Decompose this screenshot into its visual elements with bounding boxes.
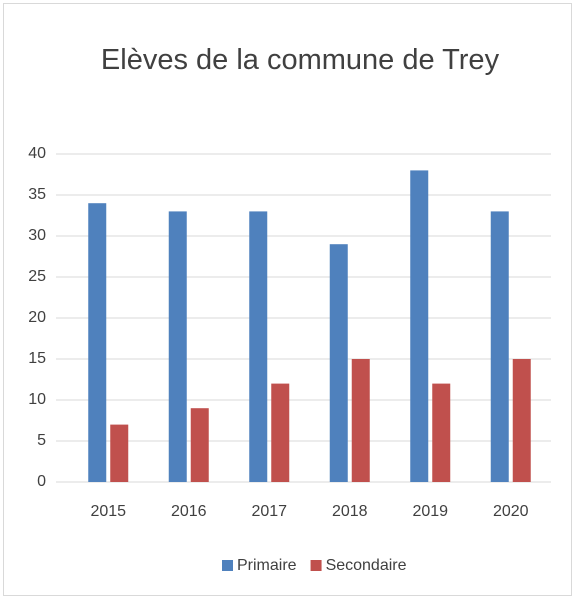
- x-tick-label: 2016: [171, 503, 207, 520]
- x-tick-label: 2018: [332, 503, 368, 520]
- x-tick-label: 2020: [493, 503, 529, 520]
- y-tick-label: 15: [28, 350, 46, 367]
- y-tick-label: 0: [37, 473, 46, 490]
- y-tick-label: 25: [28, 268, 46, 285]
- bar: [329, 244, 348, 482]
- x-tick-label: 2015: [90, 503, 126, 520]
- y-tick-label: 35: [28, 186, 46, 203]
- bar: [351, 359, 370, 482]
- y-tick-label: 10: [28, 391, 46, 408]
- legend-label: Secondaire: [326, 557, 407, 574]
- bar: [88, 203, 107, 482]
- bar: [432, 383, 451, 482]
- chart-title: Elèves de la commune de Trey: [100, 44, 500, 76]
- y-tick-label: 30: [28, 227, 46, 244]
- bar: [490, 211, 509, 482]
- legend-swatch: [310, 560, 322, 571]
- bar: [410, 170, 429, 482]
- legend-label: Primaire: [237, 557, 297, 574]
- x-tick-label: 2019: [412, 503, 448, 520]
- bar: [512, 359, 531, 482]
- y-tick-label: 5: [37, 432, 46, 449]
- y-tick-label: 40: [28, 145, 46, 162]
- y-tick-label: 20: [28, 309, 46, 326]
- bar: [249, 211, 268, 482]
- bar: [190, 408, 209, 482]
- legend-swatch: [222, 560, 233, 571]
- bar: [110, 424, 129, 482]
- bar: [168, 211, 187, 482]
- bar: [271, 383, 290, 482]
- x-tick-label: 2017: [251, 503, 287, 520]
